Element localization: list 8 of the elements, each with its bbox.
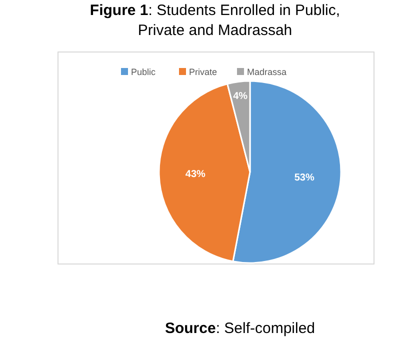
- data-label: 43%: [185, 169, 206, 180]
- legend-label: Madrassa: [247, 66, 287, 77]
- legend-label: Private: [189, 66, 218, 77]
- data-label: 53%: [294, 172, 314, 184]
- legend-label: Public: [131, 66, 156, 77]
- source-note: Source: Self-compiled: [164, 320, 316, 337]
- chart-title: Figure 1: Students Enrolled in Public, Private and Madrassah: [90, 2, 340, 39]
- data-label: 4%: [233, 90, 248, 102]
